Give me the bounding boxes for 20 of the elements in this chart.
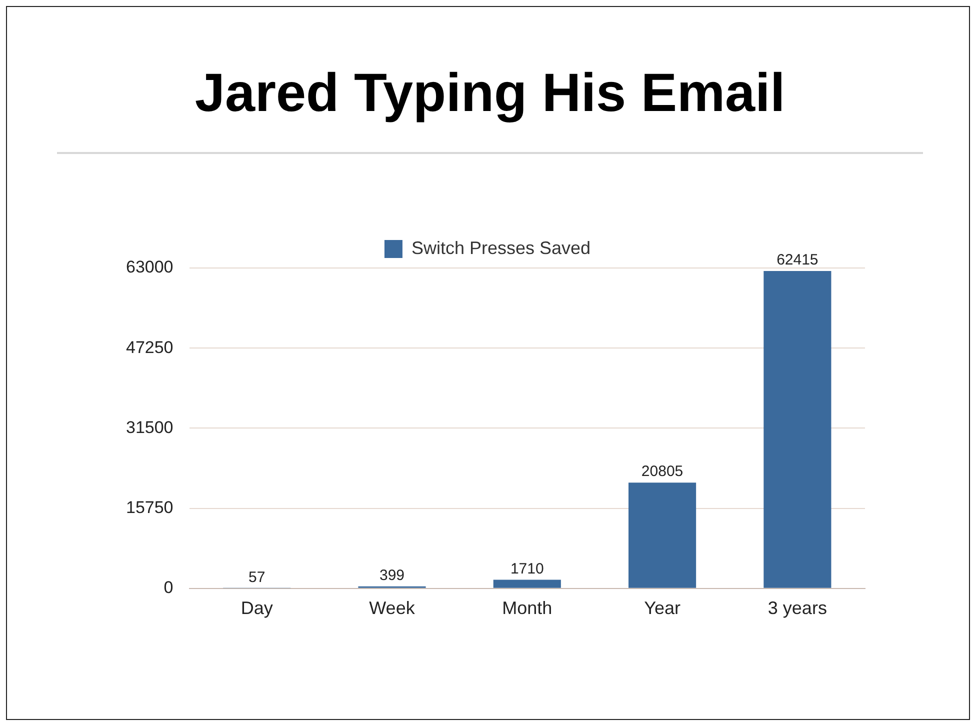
y-tick-label: 31500 [126,418,174,437]
data-label: 57 [248,568,266,586]
data-label: 20805 [641,463,684,480]
chart-title: Jared Typing His Email [194,62,786,124]
bar [628,482,696,588]
x-tick-label: 3 years [768,598,827,618]
data-label: 399 [379,567,405,584]
x-tick-label: Month [502,598,552,618]
data-label: 62415 [776,252,818,269]
y-tick-label: 63000 [126,258,174,277]
bar [493,580,561,588]
x-tick-label: Week [369,598,416,618]
legend-label: Switch Presses Saved [411,238,591,258]
y-tick-label: 47250 [126,338,174,357]
data-label: 1710 [510,560,544,578]
y-tick-label: 0 [164,578,174,598]
x-tick-label: Year [644,598,680,618]
bar [764,270,832,588]
y-tick-label: 15750 [126,498,174,517]
x-tick-label: Day [240,598,273,618]
